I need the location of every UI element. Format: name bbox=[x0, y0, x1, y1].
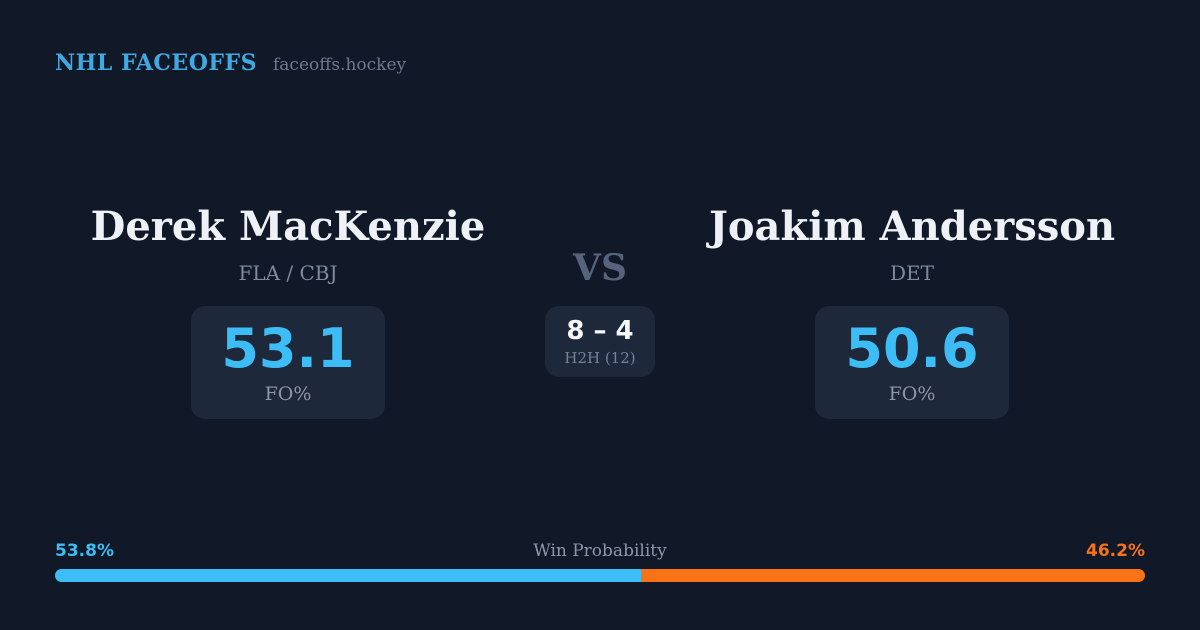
header: NHL FACEOFFS faceoffs.hockey bbox=[55, 50, 1145, 76]
win-probability-bar bbox=[55, 569, 1145, 582]
faceoff-pct-value: 53.1 bbox=[221, 317, 355, 380]
player-teams: FLA / CBJ bbox=[238, 261, 338, 285]
player-card-left: Derek MacKenzie FLA / CBJ 53.1 FO% bbox=[64, 205, 512, 419]
faceoff-pct-value: 50.6 bbox=[845, 317, 979, 380]
faceoff-pct-label: FO% bbox=[264, 382, 312, 405]
win-probability-bar-left-segment bbox=[55, 569, 642, 582]
faceoff-pct-box: 53.1 FO% bbox=[191, 306, 385, 419]
player-name: Joakim Andersson bbox=[708, 203, 1116, 250]
h2h-score: 8 – 4 bbox=[566, 316, 634, 346]
h2h-box: 8 – 4 H2H (12) bbox=[545, 306, 655, 377]
win-probability-right-pct: 46.2% bbox=[1086, 541, 1145, 561]
vs-label: VS bbox=[573, 247, 627, 289]
win-probability-left-pct: 53.8% bbox=[55, 541, 114, 561]
win-probability-labels: 53.8% Win Probability 46.2% bbox=[55, 541, 1145, 563]
brand-domain: faceoffs.hockey bbox=[273, 55, 407, 75]
player-name: Derek MacKenzie bbox=[90, 203, 486, 250]
player-teams: DET bbox=[890, 261, 934, 285]
h2h-label: H2H (12) bbox=[564, 348, 636, 367]
brand-title: NHL FACEOFFS bbox=[55, 50, 257, 76]
player-card-right: Joakim Andersson DET 50.6 FO% bbox=[688, 205, 1136, 419]
faceoff-pct-box: 50.6 FO% bbox=[815, 306, 1009, 419]
faceoff-pct-label: FO% bbox=[888, 382, 936, 405]
win-probability-title: Win Probability bbox=[533, 541, 667, 561]
win-probability-bar-right-segment bbox=[641, 569, 1145, 582]
vs-column: VS 8 – 4 H2H (12) bbox=[488, 205, 712, 377]
